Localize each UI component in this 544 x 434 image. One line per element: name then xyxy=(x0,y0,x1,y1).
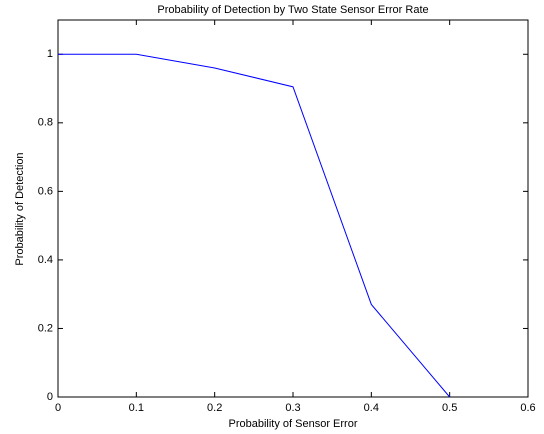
y-tick-label: 0.8 xyxy=(38,117,53,129)
y-axis-label: Probability of Detection xyxy=(14,152,26,265)
x-tick-label: 0 xyxy=(55,402,61,414)
x-tick-label: 0.2 xyxy=(207,402,222,414)
chart-title: Probability of Detection by Two State Se… xyxy=(157,4,428,16)
data-line xyxy=(58,53,451,398)
y-tick-label: 0.6 xyxy=(38,185,53,197)
y-tick-label: 0 xyxy=(47,391,53,403)
x-tick-label: 0.4 xyxy=(364,402,379,414)
x-tick-label: 0.1 xyxy=(129,402,144,414)
y-tick-label: 0.4 xyxy=(38,254,53,266)
x-tick-label: 0.3 xyxy=(285,402,300,414)
x-tick-label: 0.5 xyxy=(442,402,457,414)
y-tick-label: 0.2 xyxy=(38,322,53,334)
y-tick-label: 1 xyxy=(47,48,53,60)
x-tick-label: 0.6 xyxy=(520,402,535,414)
x-axis-label: Probability of Sensor Error xyxy=(229,418,358,430)
